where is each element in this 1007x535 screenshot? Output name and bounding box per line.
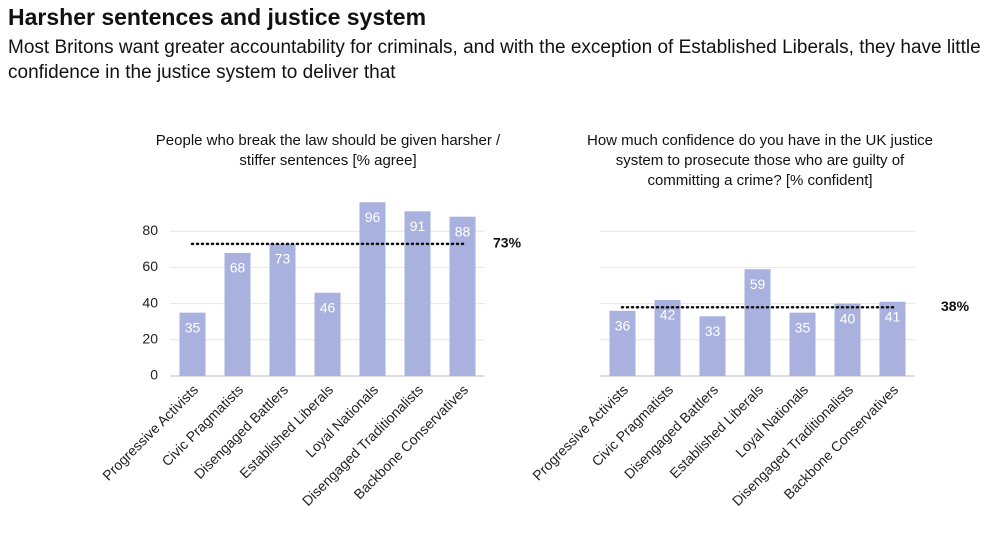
x-tick-label: Civic Pragmatists [158, 381, 246, 469]
value-label: 42 [660, 307, 676, 323]
y-tick-label: 20 [142, 331, 158, 347]
y-tick-label: 40 [142, 294, 158, 310]
bar [359, 202, 386, 376]
bar [314, 292, 341, 376]
y-tick-label: 0 [150, 367, 158, 383]
reference-label: 73% [493, 235, 522, 251]
x-tick-label: Civic Pragmatists [588, 381, 676, 469]
chart-title: How much confidence do you have in the U… [586, 132, 934, 189]
bar [179, 312, 206, 376]
page-subtitle: Most Britons want greater accountability… [8, 37, 981, 83]
value-label: 73 [275, 251, 291, 267]
value-label: 88 [455, 223, 471, 239]
bar [404, 211, 431, 376]
bar [654, 299, 681, 376]
bar [879, 301, 906, 376]
value-label: 33 [705, 323, 721, 339]
value-label: 35 [185, 319, 201, 335]
value-label: 59 [750, 276, 766, 292]
value-label: 35 [795, 319, 811, 335]
bar [269, 243, 296, 376]
bar [224, 252, 251, 376]
value-label: 96 [365, 209, 381, 225]
bar [834, 303, 861, 376]
value-label: 40 [840, 310, 856, 326]
value-label: 46 [320, 299, 336, 315]
reference-label: 38% [941, 298, 970, 314]
bar [609, 310, 636, 376]
value-label: 41 [885, 308, 901, 324]
bar [449, 216, 476, 376]
value-label: 36 [615, 318, 631, 334]
y-tick-label: 60 [142, 258, 158, 274]
value-label: 68 [230, 260, 246, 276]
y-tick-label: 80 [142, 222, 158, 238]
bar [744, 269, 771, 376]
bar [699, 316, 726, 376]
page-title: Harsher sentences and justice system [8, 4, 427, 30]
bar [789, 312, 816, 376]
value-label: 91 [410, 218, 426, 234]
chart-title: People who break the law should be given… [155, 132, 501, 169]
